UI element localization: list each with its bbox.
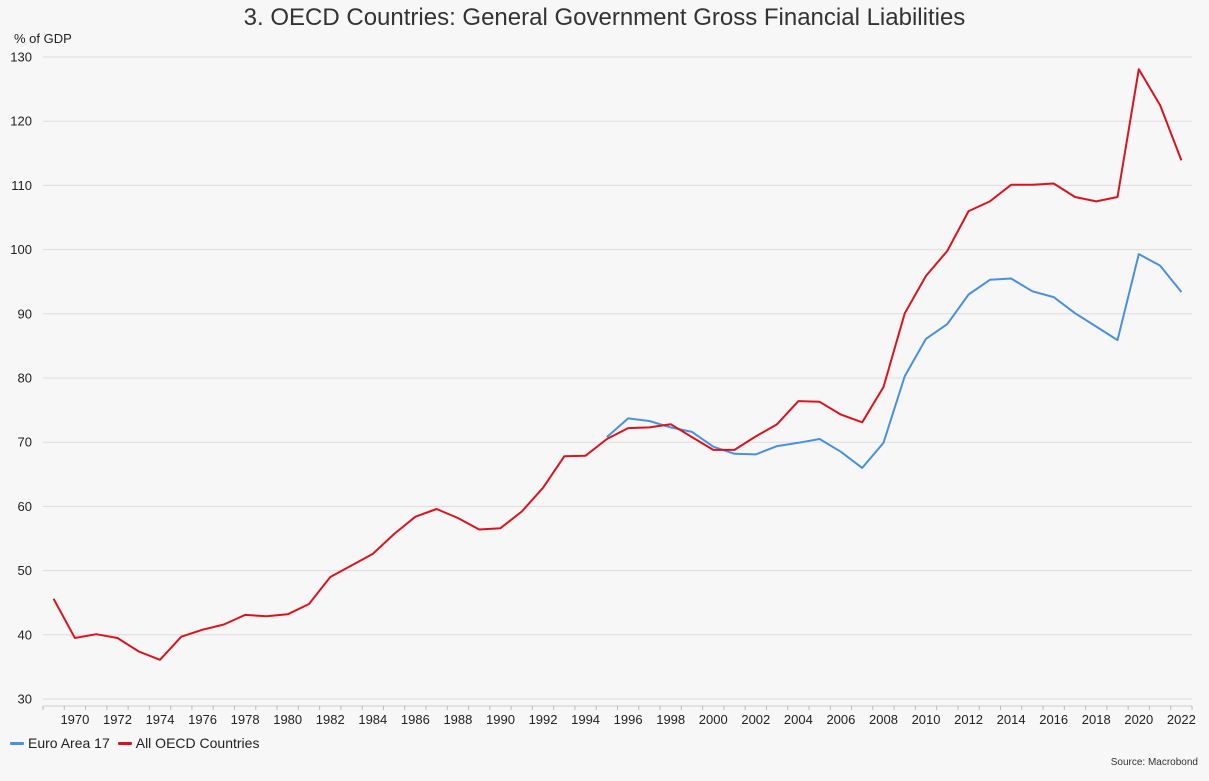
x-tick-label: 2000	[699, 712, 728, 727]
y-tick-label: 80	[18, 371, 32, 386]
y-tick-label: 100	[10, 242, 32, 257]
y-tick-label: 60	[18, 499, 32, 514]
y-tick-label: 120	[10, 114, 32, 129]
x-tick-label: 1980	[273, 712, 302, 727]
x-tick-label: 2002	[741, 712, 770, 727]
x-tick-label: 1994	[571, 712, 600, 727]
y-tick-label: 110	[11, 178, 32, 193]
x-tick-label: 1970	[60, 712, 89, 727]
x-tick-label: 1986	[401, 712, 430, 727]
y-tick-label: 40	[18, 627, 32, 642]
x-tick-label: 2012	[954, 712, 983, 727]
x-tick-label: 1984	[358, 712, 387, 727]
x-tick-label: 1996	[614, 712, 643, 727]
y-tick-label: 130	[10, 50, 32, 65]
series-line-all-oecd-countries	[52, 68, 1183, 661]
chart-title: 3. OECD Countries: General Government Gr…	[243, 4, 966, 31]
x-tick-label: 1998	[656, 712, 685, 727]
x-tick-label: 2006	[826, 712, 855, 727]
x-tick-label: 2016	[1039, 712, 1068, 727]
x-tick-label: 1974	[146, 712, 175, 727]
gridlines	[42, 56, 1193, 710]
x-tick-label: 2020	[1124, 712, 1153, 727]
y-axis-ticks: 30 40 50 60 70 80 90 100 110 120 130	[10, 50, 32, 707]
legend-swatch-euro-area	[10, 741, 24, 745]
x-tick-label: 1992	[529, 712, 558, 727]
source-note: Source: Macrobond	[1110, 757, 1198, 768]
y-axis-unit-label: % of GDP	[14, 31, 72, 46]
x-tick-label: 1982	[316, 712, 345, 727]
legend-label-all-oecd: All OECD Countries	[135, 735, 260, 751]
x-tick-label: 1990	[486, 712, 515, 727]
x-tick-label: 2022	[1167, 712, 1196, 727]
y-tick-label: 90	[18, 306, 32, 321]
y-tick-label: 30	[18, 692, 32, 707]
x-tick-label: 2010	[912, 712, 941, 727]
legend-item-all-oecd[interactable]: All OECD Countries	[117, 735, 260, 751]
y-tick-label: 50	[18, 563, 32, 578]
legend: Euro Area 17 All OECD Countries	[10, 735, 259, 751]
x-tick-label: 2018	[1082, 712, 1111, 727]
x-tick-label: 1978	[231, 712, 260, 727]
series-line-euro-area-17	[606, 253, 1183, 469]
legend-swatch-all-oecd	[117, 741, 132, 745]
y-tick-label: 70	[18, 435, 32, 450]
x-tick-label: 2014	[997, 712, 1026, 727]
x-tick-label: 1976	[188, 712, 217, 727]
series-lines	[52, 68, 1183, 661]
x-tick-label: 1988	[443, 712, 472, 727]
legend-item-euro-area[interactable]: Euro Area 17	[10, 735, 110, 751]
x-tick-label: 1972	[103, 712, 132, 727]
x-tick-label: 2004	[784, 712, 813, 727]
x-tick-label: 2008	[869, 712, 898, 727]
legend-label-euro-area: Euro Area 17	[28, 735, 110, 751]
x-axis-ticks: 1970 1972 1974 1976 1978 1980 1982 1984 1986 1988…	[60, 712, 1195, 727]
